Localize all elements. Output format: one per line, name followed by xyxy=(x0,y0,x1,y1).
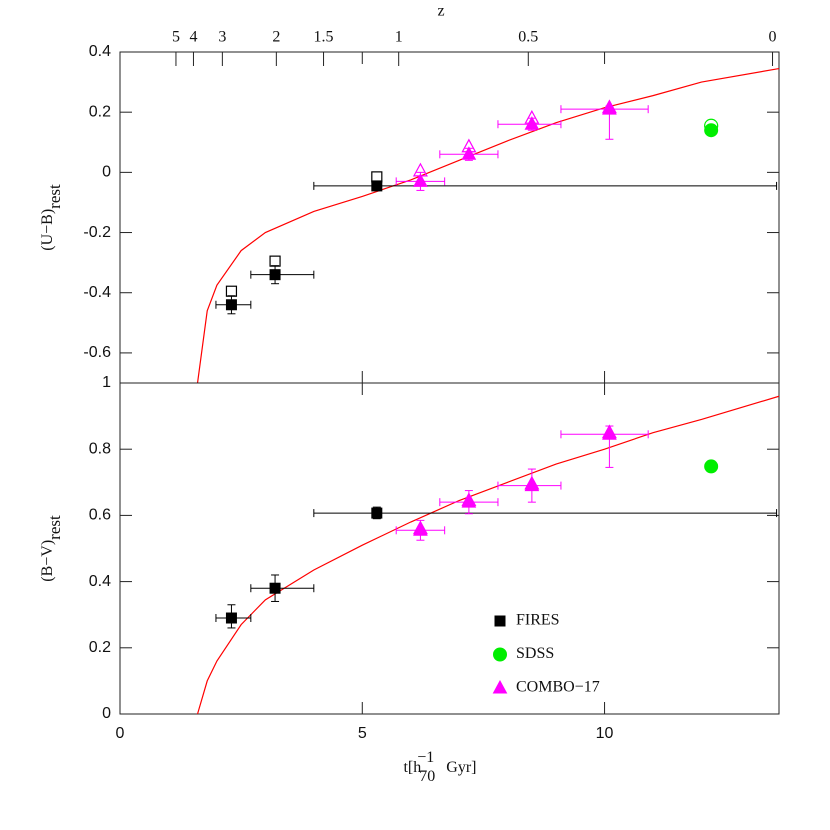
x2-tick-label: 1 xyxy=(395,29,403,46)
x2-tick-label: 1.5 xyxy=(314,29,334,46)
y-tick-label: 0.8 xyxy=(89,440,111,457)
open-point xyxy=(371,171,383,183)
y-tick-label: 0.2 xyxy=(89,639,111,656)
point xyxy=(524,477,540,492)
x-axis-label-main: t[h xyxy=(403,759,421,776)
point xyxy=(704,459,719,474)
x-tick-label: 10 xyxy=(596,725,614,742)
open-point xyxy=(225,285,238,297)
y-tick-label: 0 xyxy=(102,164,111,181)
x2-tick-label: 0 xyxy=(769,29,777,46)
x-axis-label-subscript: 70 xyxy=(419,768,435,785)
y-axis-label-subscript: rest xyxy=(45,184,64,209)
y-tick-label: 0.6 xyxy=(89,507,111,524)
plot-frame xyxy=(119,51,780,384)
y-tick-label: 0 xyxy=(102,705,111,722)
y-tick-label: 1 xyxy=(102,374,111,391)
point xyxy=(461,494,477,508)
x-axis-label-superscript: −1 xyxy=(417,749,434,766)
point xyxy=(371,180,383,192)
x-tick-label: 0 xyxy=(116,725,125,742)
x2-tick-label: 3 xyxy=(218,29,226,46)
x2-tick-label: 2 xyxy=(272,29,280,46)
x-axis-label: t[h 70 −1 Gyr] xyxy=(403,749,476,785)
y-tick-label: 0.4 xyxy=(89,573,111,590)
point xyxy=(413,173,428,187)
x-tick-label: 5 xyxy=(358,725,367,742)
point xyxy=(269,269,281,281)
y-tick-label: -0.6 xyxy=(83,344,111,361)
y-tick-label: 0.2 xyxy=(89,103,111,120)
point xyxy=(413,522,428,536)
y-axis-label: (U−B)rest xyxy=(39,184,64,251)
y-tick-label: -0.2 xyxy=(83,224,111,241)
legend-marker xyxy=(493,647,507,662)
legend-marker xyxy=(492,679,508,694)
legend-marker xyxy=(494,615,506,627)
point xyxy=(602,101,617,115)
model-curve xyxy=(196,67,780,384)
point xyxy=(225,299,237,311)
y-axis-label-subscript: rest xyxy=(45,515,64,540)
legend-label: COMBO−17 xyxy=(516,679,600,696)
x2-axis-label: z xyxy=(437,3,444,20)
point xyxy=(225,612,237,624)
plot-frame xyxy=(119,382,780,715)
point xyxy=(461,146,477,160)
point xyxy=(704,123,719,138)
y-axis-label-main: (U−B) xyxy=(39,209,56,251)
y-axis-label: (B−V)rest xyxy=(39,515,64,582)
y-tick-label: -0.4 xyxy=(83,284,111,301)
point xyxy=(269,582,281,594)
x2-tick-label: 4 xyxy=(189,29,197,46)
x2-tick-label: 0.5 xyxy=(518,29,538,46)
open-point xyxy=(269,255,281,267)
x2-tick-label: 5 xyxy=(172,29,180,46)
model-curve xyxy=(196,395,780,715)
legend-label: FIRES xyxy=(516,612,560,629)
legend-label: SDSS xyxy=(516,645,554,662)
point xyxy=(602,426,617,440)
point xyxy=(524,116,540,130)
y-tick-label: 0.4 xyxy=(89,43,111,60)
x-axis-label-rest: Gyr] xyxy=(446,759,476,776)
y-axis-label-main: (B−V) xyxy=(39,540,56,582)
point xyxy=(371,507,383,519)
